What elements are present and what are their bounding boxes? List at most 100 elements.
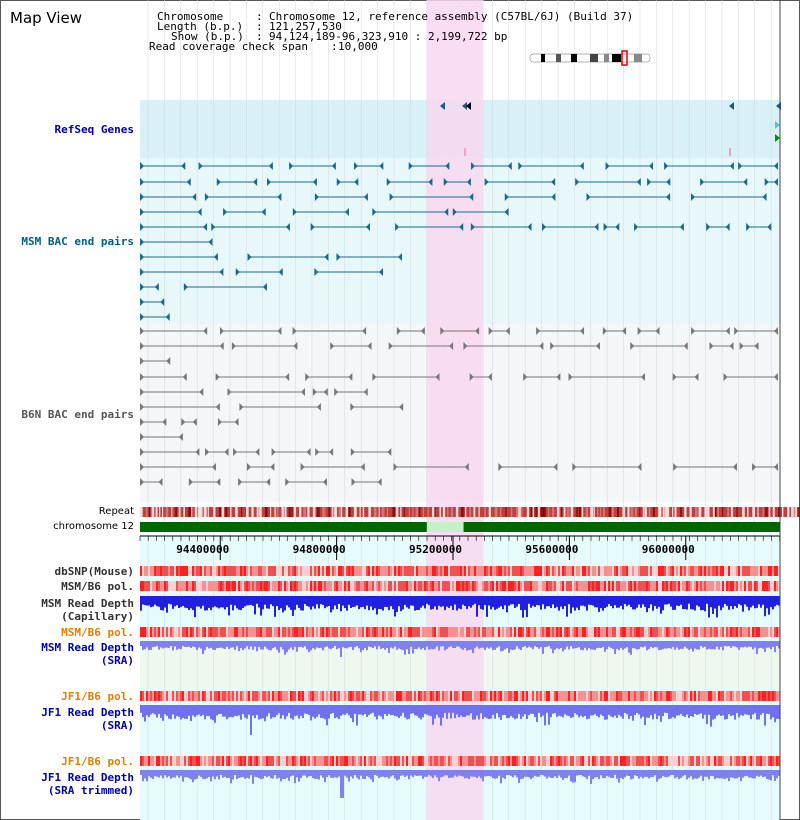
polymorphism-cell <box>186 756 188 766</box>
read-depth-bar <box>748 770 750 778</box>
polymorphism-cell <box>408 691 410 701</box>
read-depth-bar <box>302 596 304 611</box>
bac-end-marker <box>393 463 398 471</box>
polymorphism-cell <box>506 691 508 701</box>
polymorphism-cell <box>456 756 458 766</box>
polymorphism-cell <box>246 566 248 576</box>
polymorphism-cell <box>386 566 388 576</box>
track-label-msm-b6-pol-sra[interactable]: MSM/B6 pol. <box>61 626 134 639</box>
polymorphism-cell <box>776 756 778 766</box>
polymorphism-cell <box>152 566 154 576</box>
polymorphism-cell <box>658 581 660 591</box>
polymorphism-cell <box>182 566 184 576</box>
read-depth-bar <box>306 705 308 714</box>
polymorphism-cell <box>536 627 538 637</box>
polymorphism-cell <box>490 627 492 637</box>
polymorphism-cell <box>774 756 776 766</box>
polymorphism-cell <box>498 627 500 637</box>
polymorphism-cell <box>334 566 336 576</box>
read-depth-bar <box>454 705 456 719</box>
read-depth-bar <box>408 596 410 609</box>
polymorphism-cell <box>500 756 502 766</box>
polymorphism-cell <box>190 581 192 591</box>
polymorphism-cell <box>320 566 322 576</box>
polymorphism-cell <box>760 756 762 766</box>
track-label-jf1-b6-pol-1[interactable]: JF1/B6 pol. <box>61 690 134 703</box>
read-depth-bar <box>742 705 744 716</box>
read-depth-bar <box>644 596 646 607</box>
read-depth-bar <box>596 596 598 608</box>
polymorphism-cell <box>706 691 708 701</box>
polymorphism-cell <box>524 756 526 766</box>
polymorphism-cell <box>764 756 766 766</box>
polymorphism-cell <box>546 691 548 701</box>
polymorphism-cell <box>594 756 596 766</box>
bac-end-marker <box>140 268 145 276</box>
read-depth-bar <box>216 641 218 649</box>
polymorphism-cell <box>172 581 174 591</box>
polymorphism-cell <box>292 756 294 766</box>
read-depth-bar <box>694 641 696 649</box>
read-depth-bar <box>236 705 238 717</box>
track-label-msm-b6-pol[interactable]: MSM/B6 pol. <box>61 580 134 593</box>
polymorphism-cell <box>708 627 710 637</box>
polymorphism-cell <box>656 627 658 637</box>
track-label-jf1-depth-sra[interactable]: JF1 Read Depth (SRA) <box>41 706 134 732</box>
polymorphism-cell <box>516 627 518 637</box>
bac-end-marker <box>690 193 695 201</box>
read-depth-bar <box>764 641 766 652</box>
polymorphism-cell <box>296 756 298 766</box>
polymorphism-cell <box>714 756 716 766</box>
polymorphism-cell <box>156 581 158 591</box>
polymorphism-cell <box>398 756 400 766</box>
read-depth-bar <box>418 705 420 718</box>
track-label-msm-bac[interactable]: MSM BAC end pairs <box>21 235 134 248</box>
track-label-msm-depth-capillary[interactable]: MSM Read Depth (Capillary) <box>41 597 134 623</box>
track-label-b6n-bac[interactable]: B6N BAC end pairs <box>21 408 134 421</box>
polymorphism-cell <box>478 691 480 701</box>
polymorphism-cell <box>352 581 354 591</box>
read-depth-bar <box>444 641 446 651</box>
polymorphism-cell <box>252 566 254 576</box>
bac-end-marker <box>140 403 145 411</box>
read-depth-bar <box>640 596 642 608</box>
polymorphism-cell <box>470 691 472 701</box>
read-depth-bar <box>670 705 672 719</box>
read-depth-bar <box>158 770 160 778</box>
repeat-segment <box>494 507 498 517</box>
read-depth-bar <box>560 770 562 778</box>
read-depth-bar <box>206 705 208 717</box>
track-label-msm-depth-sra[interactable]: MSM Read Depth (SRA) <box>41 641 134 667</box>
polymorphism-cell <box>518 627 520 637</box>
read-depth-bar <box>750 705 752 720</box>
repeat-segment <box>145 507 148 517</box>
track-label-refseq[interactable]: RefSeq Genes <box>54 123 134 136</box>
polymorphism-cell <box>506 581 508 591</box>
read-depth-bar <box>188 770 190 779</box>
polymorphism-cell <box>568 756 570 766</box>
polymorphism-cell <box>620 627 622 637</box>
polymorphism-cell <box>364 627 366 637</box>
bac-end-marker <box>395 223 400 231</box>
track-label-jf1-b6-pol-2[interactable]: JF1/B6 pol. <box>61 755 134 768</box>
read-depth-bar <box>268 641 270 650</box>
read-depth-bar <box>750 641 752 647</box>
polymorphism-cell <box>762 691 764 701</box>
track-label-dbsnp[interactable]: dbSNP(Mouse) <box>54 565 134 578</box>
polymorphism-cell <box>588 627 590 637</box>
polymorphism-cell <box>162 581 164 591</box>
polymorphism-cell <box>624 627 626 637</box>
polymorphism-cell <box>434 756 436 766</box>
read-depth-bar <box>626 596 628 607</box>
read-depth-bar <box>154 596 156 605</box>
read-depth-bar <box>296 596 298 605</box>
read-depth-bar <box>508 641 510 653</box>
read-depth-bar <box>186 641 188 648</box>
read-depth-bar <box>558 705 560 716</box>
read-depth-bar <box>580 705 582 716</box>
read-depth-bar <box>544 705 546 726</box>
polymorphism-cell <box>530 756 532 766</box>
bac-end-marker <box>595 342 600 350</box>
track-label-jf1-depth-trimmed[interactable]: JF1 Read Depth (SRA trimmed) <box>41 771 134 797</box>
